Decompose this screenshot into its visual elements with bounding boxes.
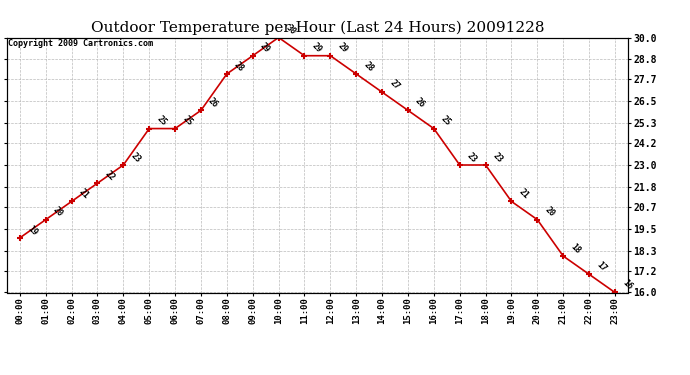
Text: 26: 26: [413, 96, 427, 109]
Text: 25: 25: [440, 114, 453, 128]
Text: 21: 21: [77, 187, 90, 201]
Text: 26: 26: [206, 96, 220, 109]
Text: 25: 25: [181, 114, 194, 128]
Text: 29: 29: [258, 42, 272, 55]
Text: 21: 21: [517, 187, 531, 201]
Text: 29: 29: [310, 42, 324, 55]
Text: 29: 29: [336, 42, 349, 55]
Text: 16: 16: [620, 278, 634, 292]
Title: Outdoor Temperature per Hour (Last 24 Hours) 20091228: Outdoor Temperature per Hour (Last 24 Ho…: [90, 21, 544, 35]
Text: 25: 25: [155, 114, 168, 128]
Text: 30: 30: [284, 23, 297, 37]
Text: Copyright 2009 Cartronics.com: Copyright 2009 Cartronics.com: [8, 39, 153, 48]
Text: 19: 19: [26, 224, 39, 237]
Text: 17: 17: [595, 260, 608, 273]
Text: 27: 27: [388, 78, 401, 92]
Text: 18: 18: [569, 242, 582, 255]
Text: 23: 23: [465, 151, 479, 164]
Text: 23: 23: [129, 151, 142, 164]
Text: 22: 22: [103, 169, 117, 182]
Text: 28: 28: [233, 60, 246, 73]
Text: 28: 28: [362, 60, 375, 73]
Text: 20: 20: [543, 206, 556, 219]
Text: 20: 20: [51, 206, 65, 219]
Text: 23: 23: [491, 151, 504, 164]
